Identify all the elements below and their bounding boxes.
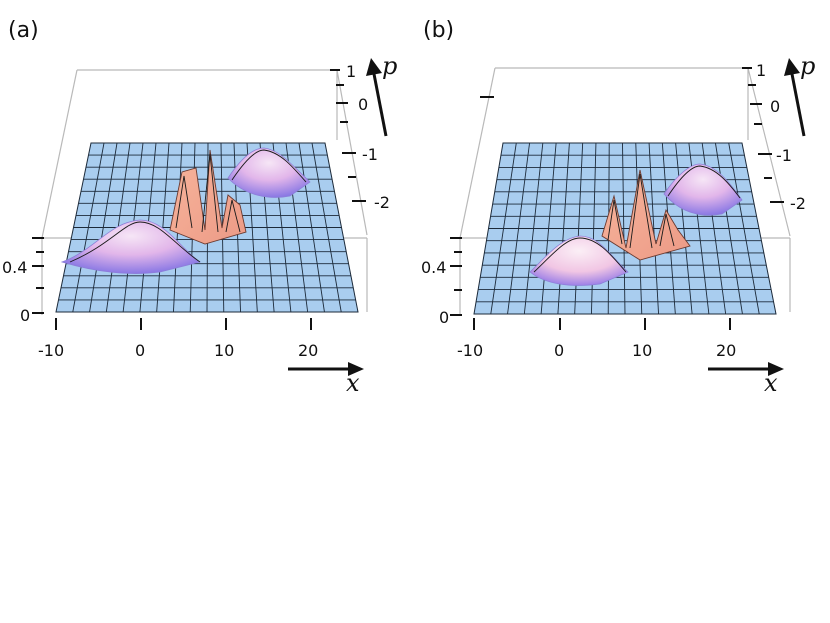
panel-a: (a) (2, 18, 397, 397)
bounding-box-front-a (41, 238, 368, 315)
x-axis-b: -10 0 10 20 x (457, 318, 784, 397)
ridge-lines-b (533, 165, 741, 273)
x-tick-label: -10 (38, 341, 64, 360)
panel-label-b: (b) (423, 18, 454, 43)
surface-peaks-b (529, 163, 743, 286)
p-axis-arrowhead-a (366, 58, 382, 76)
x-axis-label-b: x (764, 369, 778, 397)
x-tick-label: 20 (716, 341, 736, 360)
x-axis-arrowhead-b (768, 362, 784, 376)
p-axis-a: 1 0 -1 -2 p (330, 52, 397, 212)
panel-label-a: (a) (8, 18, 39, 43)
ridge-lines-a (69, 149, 307, 263)
z-tick-label: 0.4 (2, 258, 27, 277)
lobe-right-a (227, 147, 311, 198)
surface-grid-b (473, 142, 777, 315)
panel-b: (b) (421, 18, 815, 397)
z-tick-label: 0 (439, 308, 449, 327)
x-tick-label: 20 (298, 341, 318, 360)
p-tick-label: -1 (362, 145, 378, 164)
p-tick-label: 1 (346, 62, 356, 81)
surface-peaks-a (60, 147, 311, 274)
p-axis-arrow-a (372, 73, 388, 137)
p-tick-label: 0 (358, 95, 368, 114)
x-axis-arrowhead-a (348, 362, 364, 376)
z-tick-label: 0.4 (421, 258, 446, 277)
z-axis-a: 0.4 0 (2, 237, 44, 325)
x-tick-label: 0 (135, 341, 145, 360)
lobe-right-b (663, 163, 743, 216)
p-tick-label: -1 (776, 146, 792, 165)
x-tick-label: 10 (632, 341, 652, 360)
p-axis-arrow-b (790, 73, 806, 137)
x-tick-label: -10 (457, 341, 483, 360)
p-axis-b: 1 0 -1 -2 p (480, 52, 815, 213)
p-tick-label: -2 (790, 194, 806, 213)
p-tick-label: -2 (374, 193, 390, 212)
x-tick-label: 10 (214, 341, 234, 360)
p-axis-label-a: p (382, 52, 397, 80)
p-tick-label: 0 (770, 97, 780, 116)
x-tick-label: 0 (554, 341, 564, 360)
x-axis-label-a: x (346, 369, 360, 397)
interference-peaks-a (169, 149, 247, 245)
bounding-box-front-b (459, 238, 791, 315)
z-tick-label: 0 (20, 306, 30, 325)
x-axis-a: -10 0 10 20 x (38, 318, 364, 397)
interference-peaks-b (601, 169, 691, 261)
p-axis-label-b: p (800, 52, 815, 80)
p-axis-arrowhead-b (784, 58, 800, 76)
p-tick-label: 1 (756, 61, 766, 80)
z-axis-b: 0.4 0 (421, 237, 462, 327)
